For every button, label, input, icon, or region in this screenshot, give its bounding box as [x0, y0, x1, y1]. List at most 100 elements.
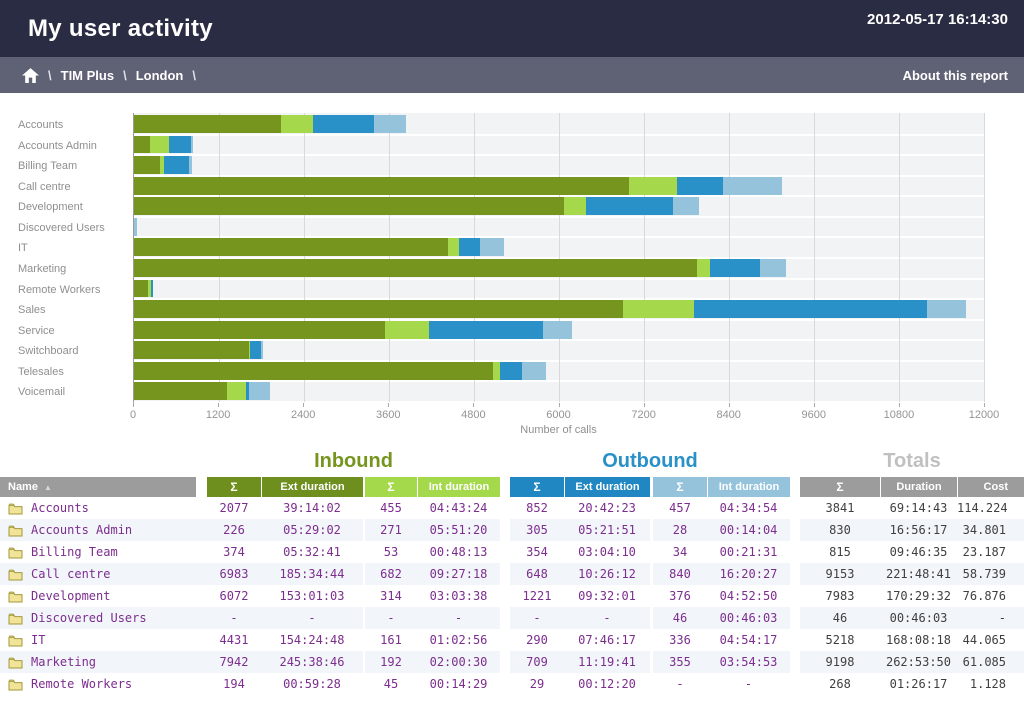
bar-segment-inbound-ext-calls	[134, 176, 629, 195]
cell-cost: 44.065	[962, 633, 1006, 647]
bar-segment-inbound-ext-calls	[134, 382, 227, 401]
bar-segment-inbound-int-calls	[248, 341, 251, 360]
x-axis-tick-label: 10800	[883, 409, 915, 421]
name-cell[interactable]: Remote Workers	[0, 673, 207, 695]
cell-total-duration: 170:29:32	[885, 589, 952, 603]
bar-segment-inbound-ext-calls	[134, 156, 161, 175]
name-cell[interactable]: Discovered Users	[0, 607, 207, 629]
bar-segment-inbound-int-calls	[628, 176, 677, 195]
cell-outbound-int-duration: 04:54:17	[719, 633, 778, 647]
column-header-totals-duration[interactable]: Duration	[880, 477, 957, 497]
chart-plot-area	[133, 113, 985, 403]
column-header-inbound-int-sum[interactable]: Σ	[365, 477, 417, 497]
column-header-inbound-ext-sum[interactable]: Σ	[207, 477, 261, 497]
cell-inbound-ext-calls: 6983	[207, 563, 261, 585]
cell-cost: 114.224	[957, 501, 1008, 515]
section-title-outbound: Outbound	[602, 450, 698, 472]
bar-segment-outbound-int-calls	[134, 217, 138, 236]
column-header-inbound-int-duration[interactable]: Int duration	[417, 477, 500, 497]
chart-gridline	[474, 113, 475, 402]
bar-segment-inbound-int-calls	[493, 361, 500, 380]
cell-outbound-int-calls: 457	[669, 501, 691, 515]
column-header-outbound-ext-sum[interactable]: Σ	[510, 477, 564, 497]
cell-outbound-ext-calls: 1221	[522, 589, 552, 603]
cell-inbound-int-duration: 01:02:56	[429, 633, 488, 647]
cell-outbound-ext-calls: -	[510, 607, 564, 629]
cell-outbound-ext-calls: 354	[526, 545, 548, 559]
report-timestamp: 2012-05-17 16:14:30	[867, 11, 1008, 28]
cell-cost: 1.128	[969, 677, 1006, 691]
user-group-name: Discovered Users	[31, 611, 147, 625]
about-this-report-link[interactable]: About this report	[902, 67, 1008, 83]
folder-icon	[8, 679, 23, 690]
breadcrumb-item-london[interactable]: London	[135, 67, 184, 83]
chart-category-label: Sales	[18, 304, 46, 317]
x-axis-tick-label: 3600	[376, 409, 401, 421]
cell-inbound-int-duration: 04:43:24	[429, 501, 488, 515]
cell-outbound-int-calls: 355	[653, 651, 707, 673]
chart-category-label: IT	[18, 242, 28, 255]
chart-category-label: Switchboard	[18, 345, 79, 358]
cell-inbound-ext-duration: 00:59:28	[283, 677, 341, 691]
cell-total-calls: 815	[829, 545, 851, 559]
bar-segment-inbound-int-calls	[564, 197, 587, 216]
cell-outbound-int-calls: 376	[669, 589, 691, 603]
calls-bar-chart: Accounts Accounts Admin Billing Team Call c…	[0, 113, 1024, 443]
cell-inbound-ext-calls: 374	[223, 545, 245, 559]
cell-total-duration: 09:46:35	[889, 545, 948, 559]
cell-outbound-ext-calls: 290	[526, 633, 548, 647]
x-axis-tick	[133, 403, 134, 407]
cell-inbound-ext-duration: 153:01:03	[279, 589, 345, 603]
cell-cost: 34.801	[957, 519, 1024, 541]
bar-segment-outbound-int-calls	[543, 320, 572, 339]
folder-icon	[8, 657, 23, 668]
cell-outbound-ext-calls: 709	[510, 651, 564, 673]
x-axis-title: Number of calls	[520, 424, 597, 436]
bar-segment-inbound-int-calls	[384, 320, 429, 339]
name-cell[interactable]: Call centre	[0, 563, 207, 585]
cell-inbound-int-calls: -	[365, 607, 417, 629]
cell-cost: 76.876	[962, 589, 1006, 603]
bar-segment-outbound-ext-calls	[499, 361, 523, 380]
bar-segment-outbound-ext-calls	[250, 341, 261, 360]
home-icon[interactable]	[22, 67, 39, 83]
column-header-name[interactable]: Name ▲	[0, 477, 196, 497]
column-header-outbound-ext-duration[interactable]: Ext duration	[564, 477, 650, 497]
breadcrumb-item-tim-plus[interactable]: TIM Plus	[60, 67, 115, 83]
name-cell[interactable]: IT	[0, 629, 207, 651]
chart-category-label: Accounts	[18, 119, 64, 131]
cell-outbound-ext-calls: 305	[510, 519, 564, 541]
cell-outbound-int-duration: 00:21:31	[719, 545, 778, 559]
chart-category-label: Billing Team	[18, 160, 78, 173]
column-header-cost[interactable]: Cost	[957, 477, 1024, 497]
bar-segment-inbound-int-calls	[147, 279, 151, 298]
bar-segment-outbound-ext-calls	[710, 258, 761, 277]
name-cell[interactable]: Billing Team	[0, 541, 207, 563]
column-header-totals-sum[interactable]: Σ	[800, 477, 880, 497]
name-cell[interactable]: Accounts	[0, 497, 207, 519]
bar-segment-outbound-int-calls	[927, 300, 967, 318]
name-cell[interactable]: Marketing	[0, 651, 207, 673]
cell-total-duration: 262:53:50	[880, 651, 957, 673]
bar-segment-outbound-ext-calls	[676, 176, 723, 195]
x-axis-tick	[898, 403, 900, 407]
folder-icon	[8, 591, 23, 602]
bar-segment-inbound-int-calls	[696, 258, 711, 277]
bar-segment-inbound-ext-calls	[134, 258, 697, 277]
column-header-outbound-int-duration[interactable]: Int duration	[707, 477, 790, 497]
cell-outbound-ext-duration: 09:32:01	[578, 589, 636, 603]
name-cell[interactable]: Accounts Admin	[0, 519, 207, 541]
column-header-inbound-ext-duration[interactable]: Ext duration	[261, 477, 363, 497]
breadcrumb: \ TIM Plus \ London \ About this report	[0, 57, 1024, 93]
x-axis-tick-label: 6000	[546, 409, 571, 421]
name-cell[interactable]: Development	[0, 585, 207, 607]
column-header-outbound-int-sum[interactable]: Σ	[653, 477, 707, 497]
chart-gridline	[729, 113, 730, 402]
cell-outbound-ext-calls: 648	[510, 563, 564, 585]
cell-inbound-int-calls: 45	[383, 677, 399, 691]
x-axis-tick-label: 7200	[631, 409, 656, 421]
bar-segment-outbound-int-calls	[190, 135, 193, 154]
cell-inbound-ext-duration: 154:24:48	[279, 633, 345, 647]
cell-outbound-int-duration: -	[744, 677, 753, 691]
